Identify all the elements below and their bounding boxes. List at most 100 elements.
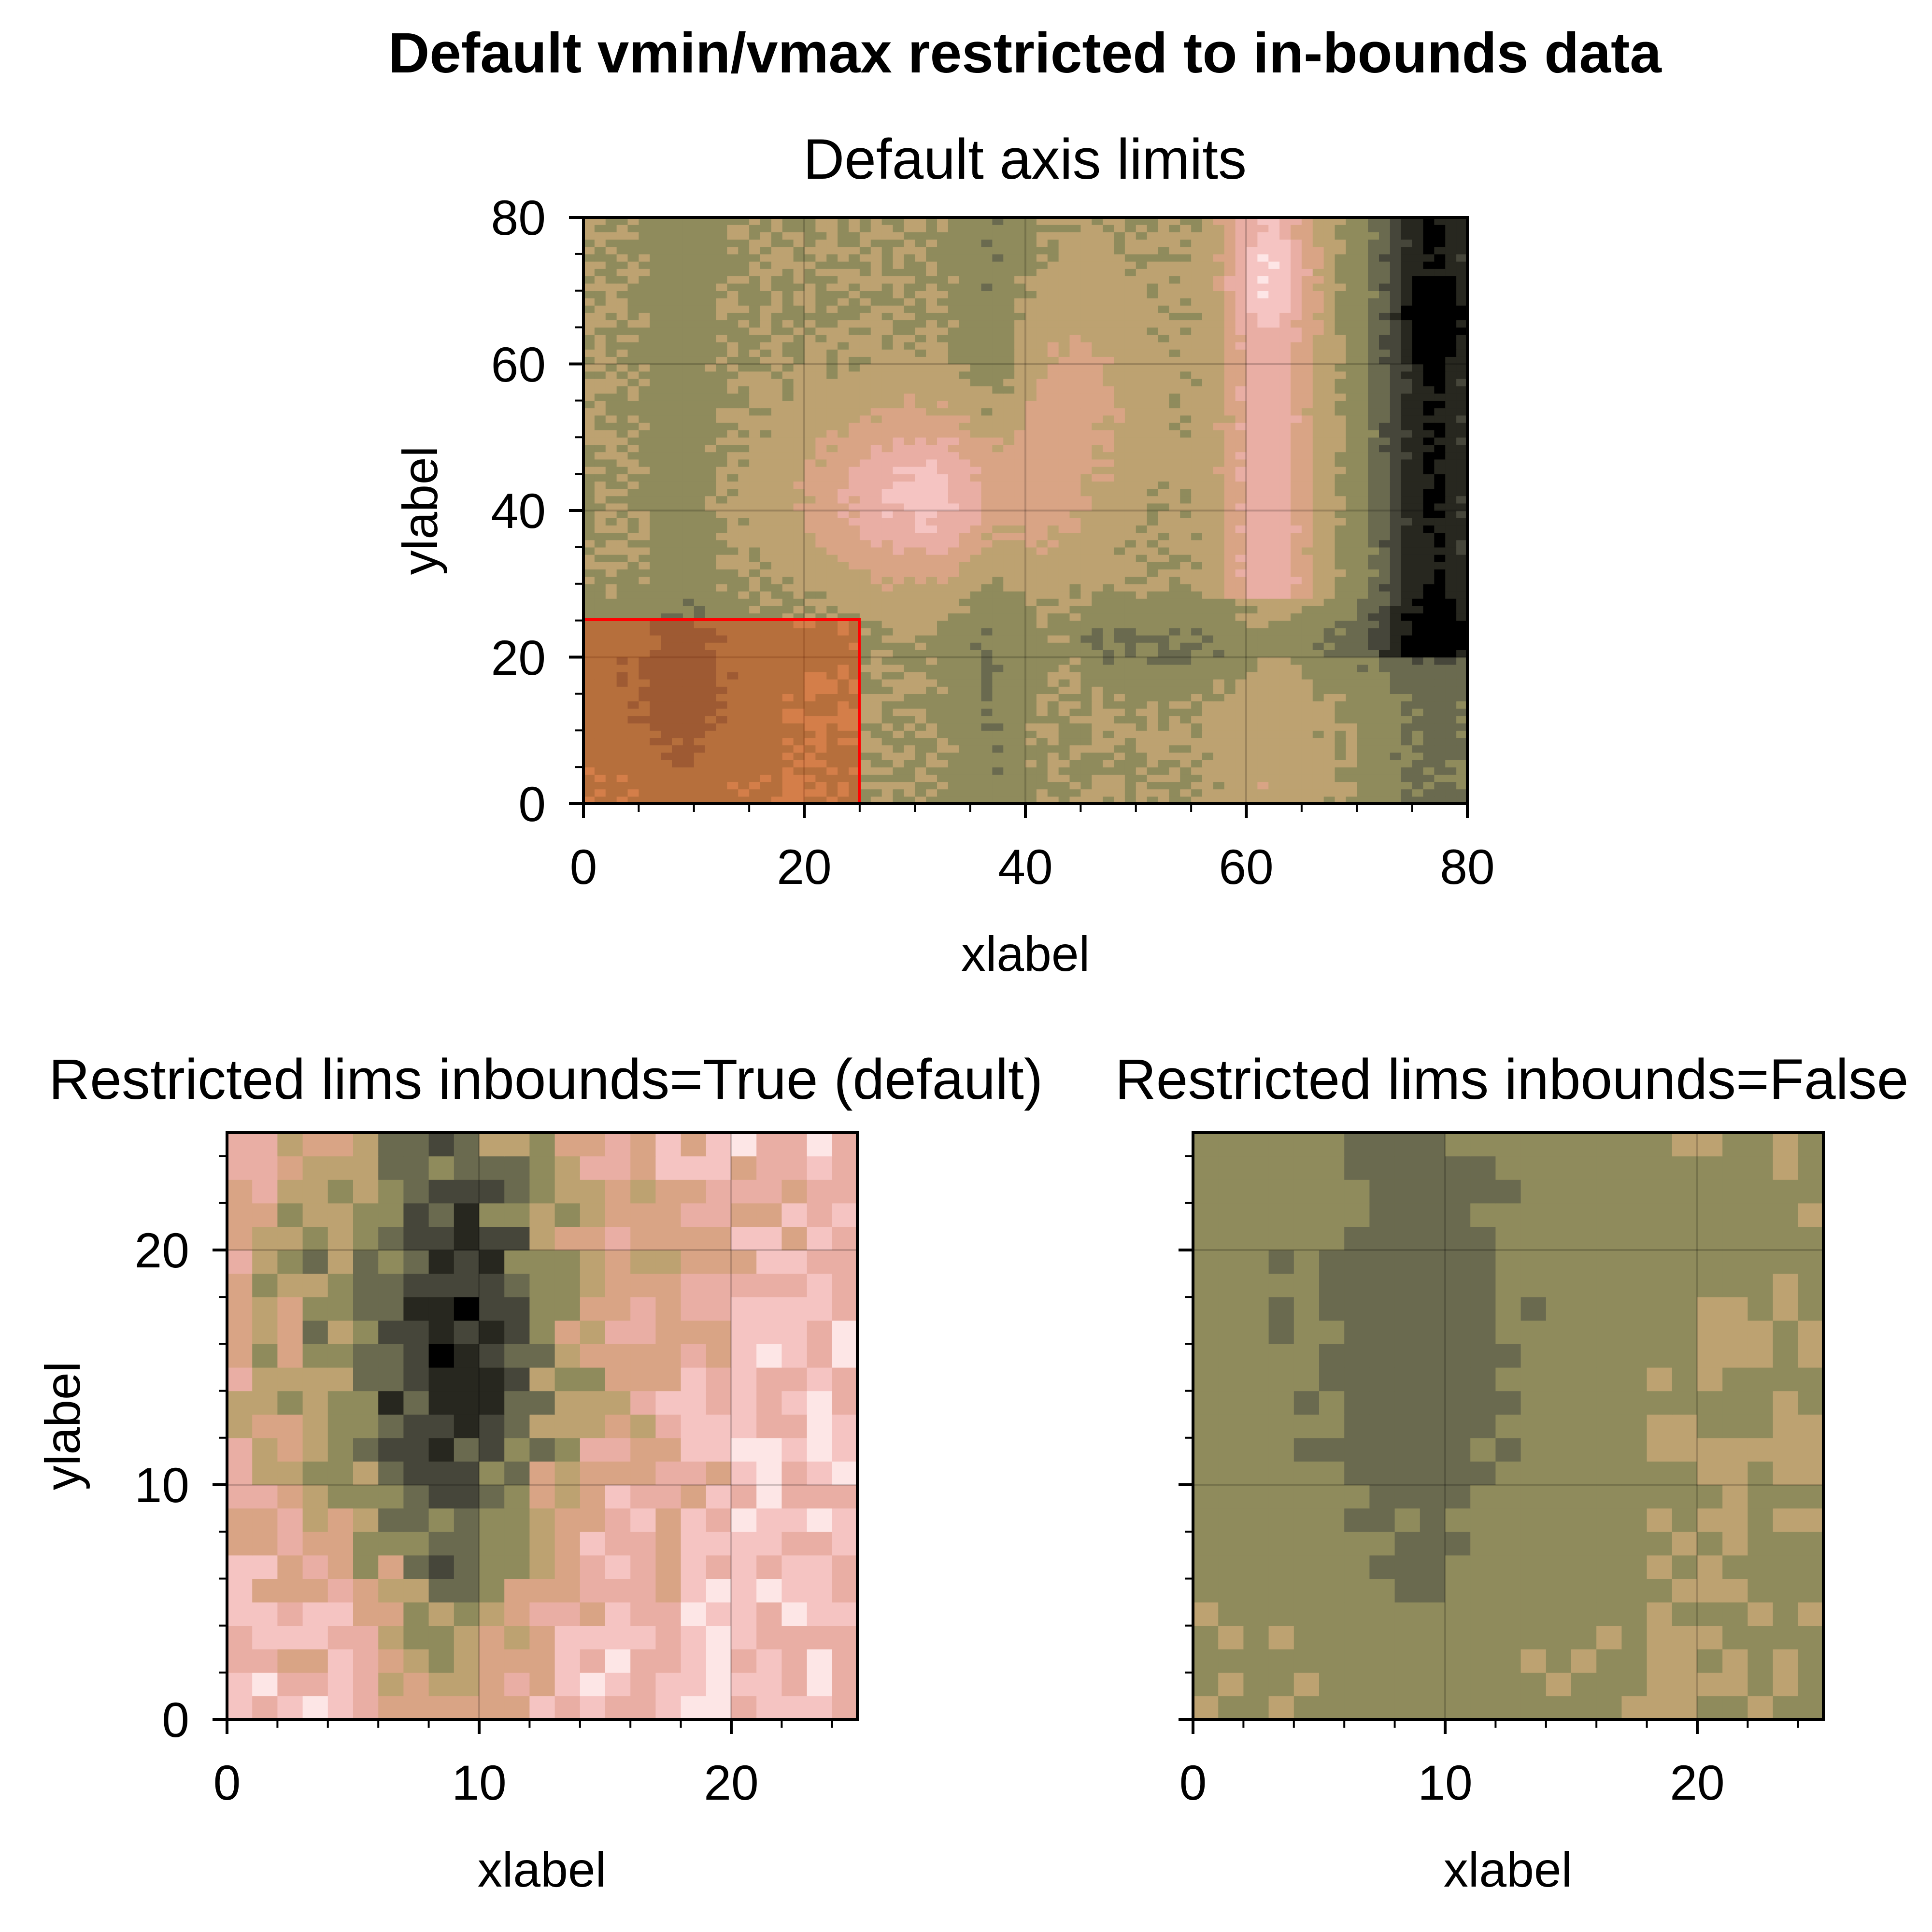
heatmap-cell: [970, 694, 982, 702]
heatmap-cell: [1335, 715, 1346, 724]
heatmap-cell: [992, 511, 1004, 518]
heatmap-cell: [959, 701, 971, 709]
heatmap-cell: [1335, 576, 1346, 584]
heatmap-cell: [904, 371, 915, 379]
heatmap-cell: [793, 745, 805, 753]
heatmap-cell: [893, 474, 904, 482]
heatmap-cell: [1169, 657, 1180, 665]
heatmap-cell: [682, 415, 695, 423]
heatmap-cell: [1423, 371, 1435, 379]
heatmap-cell: [1124, 452, 1136, 460]
heatmap-cell: [1213, 664, 1225, 672]
heatmap-cell: [1235, 408, 1247, 416]
heatmap-cell: [1036, 723, 1048, 731]
heatmap-cell: [826, 430, 838, 438]
heatmap-cell: [682, 774, 695, 782]
heatmap-cell: [1169, 569, 1180, 577]
heatmap-cell: [1246, 356, 1258, 365]
heatmap-cell: [1456, 767, 1468, 775]
heatmap-cell: [859, 738, 871, 746]
heatmap-cell: [793, 796, 805, 804]
heatmap-cell: [1191, 444, 1203, 453]
heatmap-cell: [1202, 511, 1214, 518]
heatmap-cell: [771, 738, 783, 746]
heatmap-cell: [694, 730, 706, 739]
heatmap-cell: [1114, 679, 1125, 687]
heatmap-cell: [1069, 598, 1081, 606]
heatmap-cell: [1114, 562, 1125, 569]
heatmap-cell: [1047, 781, 1059, 790]
heatmap-cell: [1025, 679, 1037, 687]
heatmap-cell: [727, 715, 739, 724]
heatmap-cell: [804, 650, 816, 658]
heatmap-cell: [1312, 466, 1324, 474]
heatmap-cell: [915, 547, 926, 555]
heatmap-cell: [1335, 378, 1346, 386]
heatmap-cell: [1114, 774, 1125, 782]
heatmap-cell: [1080, 701, 1092, 709]
heatmap-cell: [1025, 796, 1037, 804]
panel-default-axis-limits: Default axis limits 0 20 40 60 80 0 20 4…: [393, 128, 1495, 981]
heatmap-cell: [1323, 774, 1335, 782]
heatmap-cell: [915, 781, 926, 790]
heatmap-cell: [1158, 532, 1169, 540]
heatmap-cell: [1423, 481, 1435, 489]
heatmap-cell: [1357, 452, 1368, 460]
heatmap-cell: [1136, 532, 1148, 540]
heatmap-cell: [1047, 715, 1059, 724]
heatmap-cell: [1423, 767, 1435, 775]
heatmap-cell: [1103, 620, 1114, 628]
heatmap-cell: [661, 459, 672, 467]
heatmap-cell: [749, 400, 761, 409]
heatmap-cell: [650, 781, 661, 790]
heatmap-cell: [1080, 781, 1092, 790]
heatmap-cell: [650, 664, 661, 672]
heatmap-cell: [1335, 430, 1346, 438]
heatmap-cell: [1147, 583, 1159, 592]
heatmap-cell: [904, 356, 915, 365]
heatmap-cell: [1003, 481, 1015, 489]
heatmap-cell: [738, 598, 750, 606]
heatmap-cell: [705, 518, 717, 526]
heatmap-cell: [1301, 496, 1313, 504]
heatmap-cell: [650, 511, 661, 518]
heatmap-cell: [1246, 679, 1258, 687]
heatmap-cell: [1092, 386, 1103, 394]
heatmap-cell: [881, 694, 894, 702]
heatmap-cell: [694, 671, 706, 680]
heatmap-cell: [594, 730, 606, 739]
heatmap-cell: [1445, 415, 1457, 423]
heatmap-cell: [970, 715, 982, 724]
heatmap-cell: [1180, 694, 1192, 702]
heatmap-cell: [1224, 759, 1236, 767]
heatmap-cell: [1301, 627, 1313, 636]
heatmap-cell: [904, 511, 915, 518]
heatmap-cell: [1357, 679, 1368, 687]
heatmap-cell: [1246, 518, 1258, 526]
heatmap-cell: [1390, 547, 1402, 555]
heatmap-cell: [804, 488, 816, 497]
heatmap-cell: [694, 738, 706, 746]
heatmap-cell: [1357, 393, 1368, 401]
heatmap-cell: [1390, 738, 1402, 746]
heatmap-cell: [749, 393, 761, 401]
heatmap-cell: [1058, 650, 1070, 658]
heatmap-cell: [1080, 715, 1092, 724]
heatmap-cell: [1257, 400, 1269, 409]
heatmap-cell: [1401, 496, 1413, 504]
heatmap-cell: [804, 591, 816, 599]
heatmap-cell: [1014, 415, 1026, 423]
heatmap-cell: [793, 606, 805, 614]
heatmap-cell: [959, 554, 971, 562]
heatmap-cell: [1025, 569, 1037, 577]
heatmap-cell: [1036, 459, 1048, 467]
heatmap-cell: [1379, 679, 1391, 687]
heatmap-cell: [937, 789, 949, 797]
heatmap-cell: [1180, 613, 1192, 621]
heatmap-cell: [926, 511, 938, 518]
heatmap-cell: [749, 583, 761, 592]
heatmap-cell: [1069, 481, 1081, 489]
heatmap-cell: [826, 437, 838, 445]
heatmap-cell: [1301, 518, 1313, 526]
heatmap-cell: [627, 371, 639, 379]
